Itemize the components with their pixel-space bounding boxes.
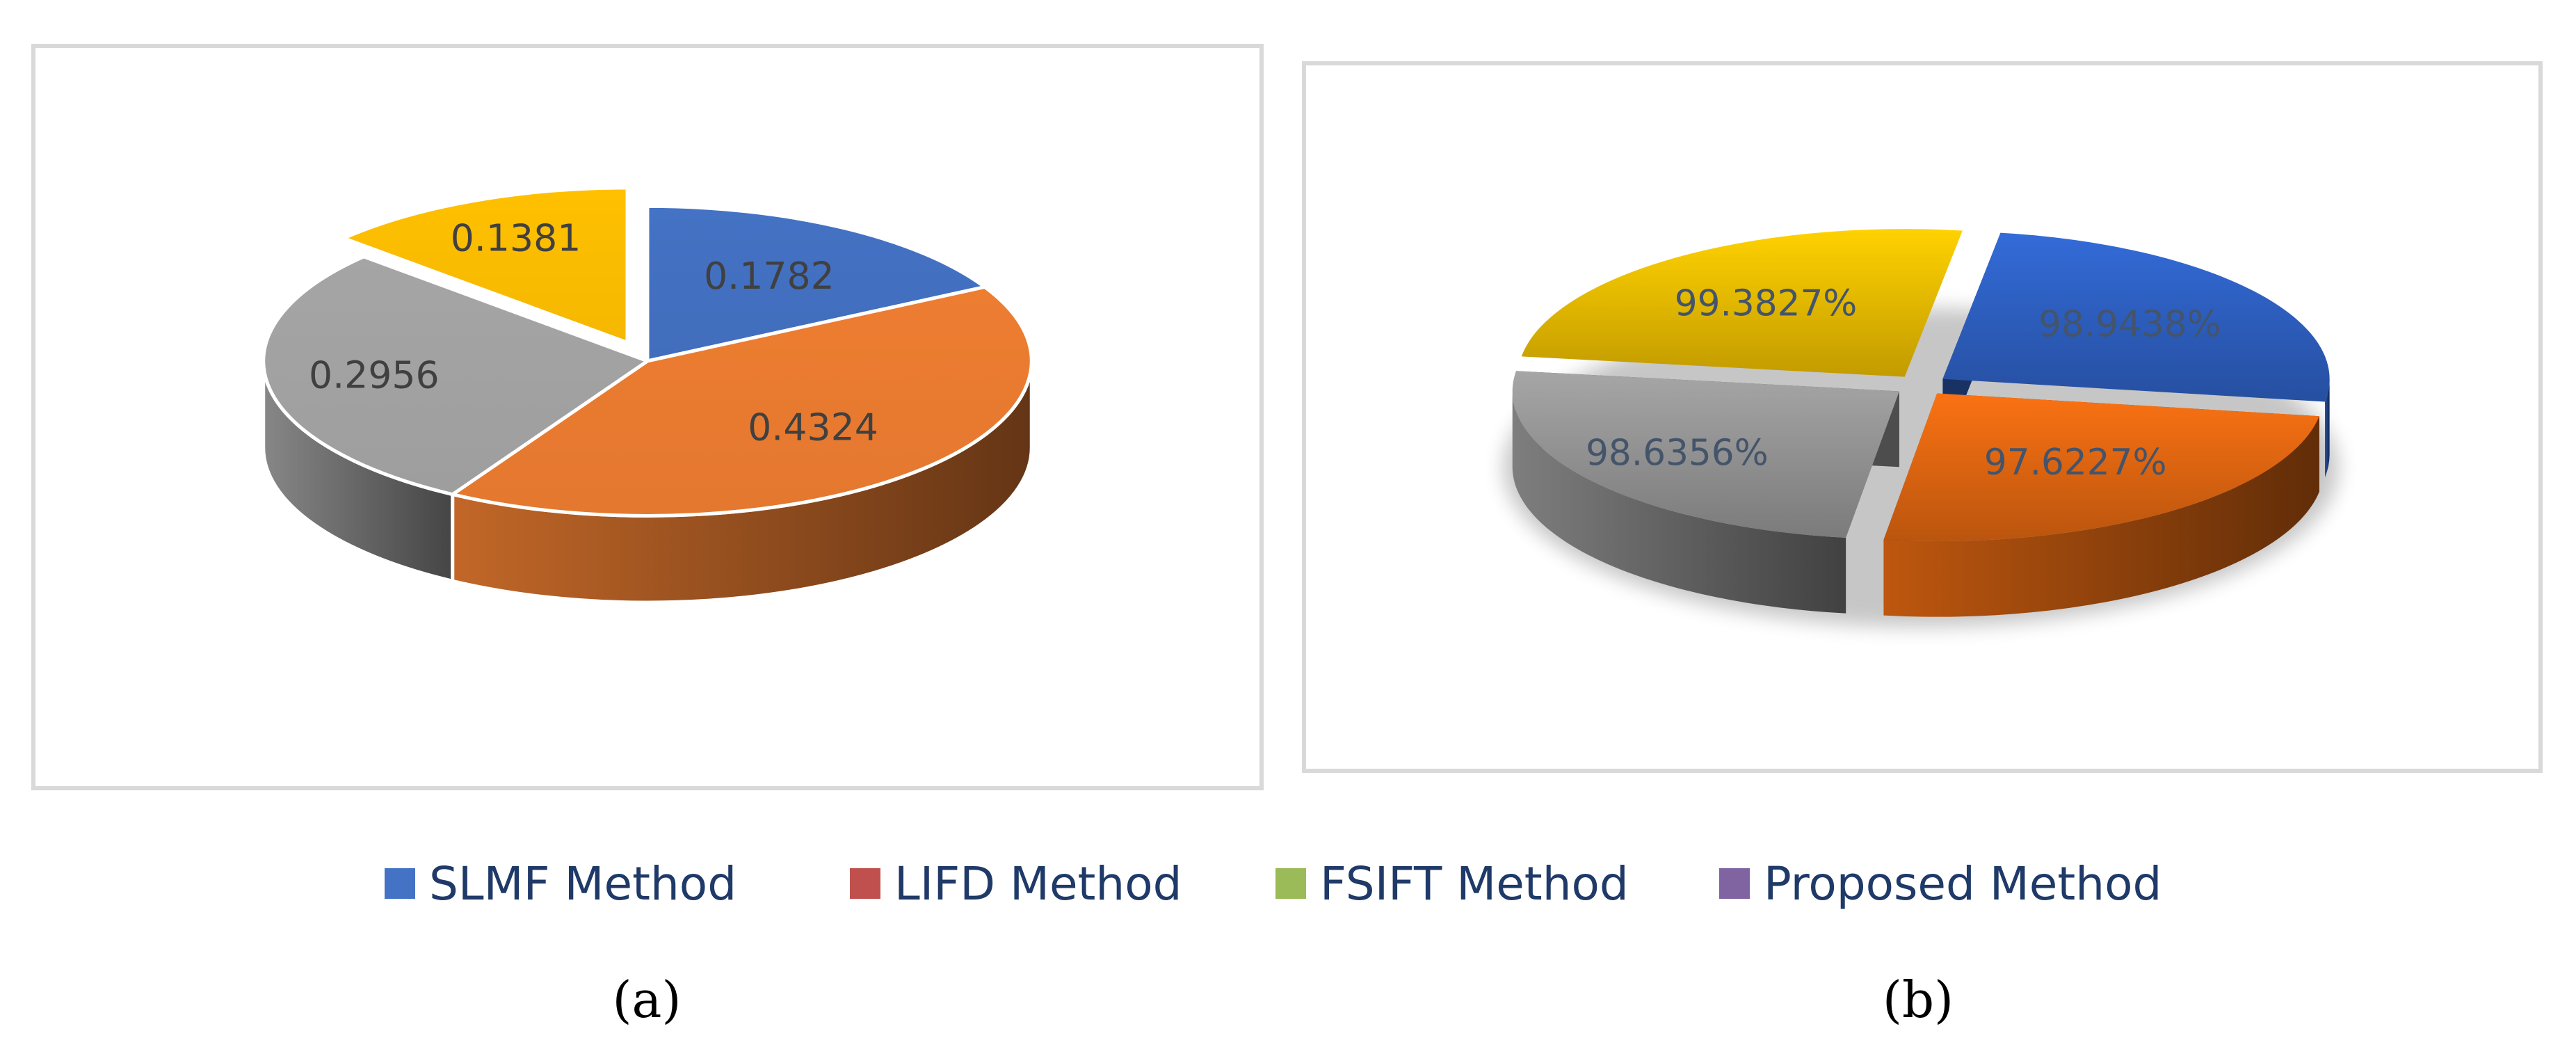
legend-swatch-fsift bbox=[1275, 868, 1306, 899]
pie-label-0: 0.1782 bbox=[704, 254, 835, 298]
legend-item-proposed: Proposed Method bbox=[1719, 852, 2162, 915]
pie-side-0 bbox=[2324, 378, 2330, 478]
pie-label-3: 99.3827% bbox=[1675, 283, 1858, 325]
legend-swatch-slmf bbox=[385, 868, 415, 899]
pie-side-2 bbox=[1512, 391, 1846, 614]
chart-panel-a: 0.1782 0.4324 0.2956 0.1381 bbox=[31, 44, 1264, 790]
legend-item-lifd: LIFD Method bbox=[850, 852, 1182, 915]
pie-label-2: 98.6356% bbox=[1586, 433, 1769, 474]
legend-label-proposed: Proposed Method bbox=[1764, 856, 2162, 911]
pie-slice-3 bbox=[1521, 229, 1963, 377]
legend-item-slmf: SLMF Method bbox=[385, 852, 736, 915]
legend-label-fsift: FSIFT Method bbox=[1320, 856, 1629, 911]
legend-label-slmf: SLMF Method bbox=[429, 856, 737, 911]
pie-side-1 bbox=[1883, 416, 2319, 617]
caption-a: (a) bbox=[612, 970, 682, 1029]
pie-label-3: 0.1381 bbox=[451, 216, 581, 260]
pie-slice-3 bbox=[339, 186, 629, 345]
pie-chart-b: 98.9438% 97.6227% 98.6356% 99.3827% bbox=[1503, 229, 2339, 628]
pie-label-0: 98.9438% bbox=[2038, 303, 2221, 345]
legend: SLMF Method LIFD Method FSIFT Method Pro… bbox=[0, 852, 2576, 915]
pie-slice-2 bbox=[1512, 371, 1899, 538]
pie-slice-2 bbox=[261, 255, 652, 497]
caption-b: (b) bbox=[1882, 970, 1954, 1029]
legend-item-fsift: FSIFT Method bbox=[1275, 852, 1629, 915]
pie-label-1: 97.6227% bbox=[1984, 442, 2167, 483]
pie-chart-a: 0.1782 0.4324 0.2956 0.1381 bbox=[261, 186, 1033, 605]
pie-label-2: 0.2956 bbox=[309, 353, 440, 397]
legend-label-lifd: LIFD Method bbox=[894, 856, 1182, 911]
legend-swatch-lifd bbox=[850, 868, 880, 899]
pie-slice-0 bbox=[645, 204, 989, 363]
legend-swatch-proposed bbox=[1719, 868, 1750, 899]
pie-slice-1 bbox=[1883, 393, 2319, 541]
pie-slice-1 bbox=[448, 285, 1033, 518]
pie-slice-0 bbox=[1942, 232, 2330, 402]
chart-panel-b: 98.9438% 97.6227% 98.6356% 99.3827% bbox=[1302, 61, 2543, 773]
pie-label-1: 0.4324 bbox=[748, 406, 878, 449]
